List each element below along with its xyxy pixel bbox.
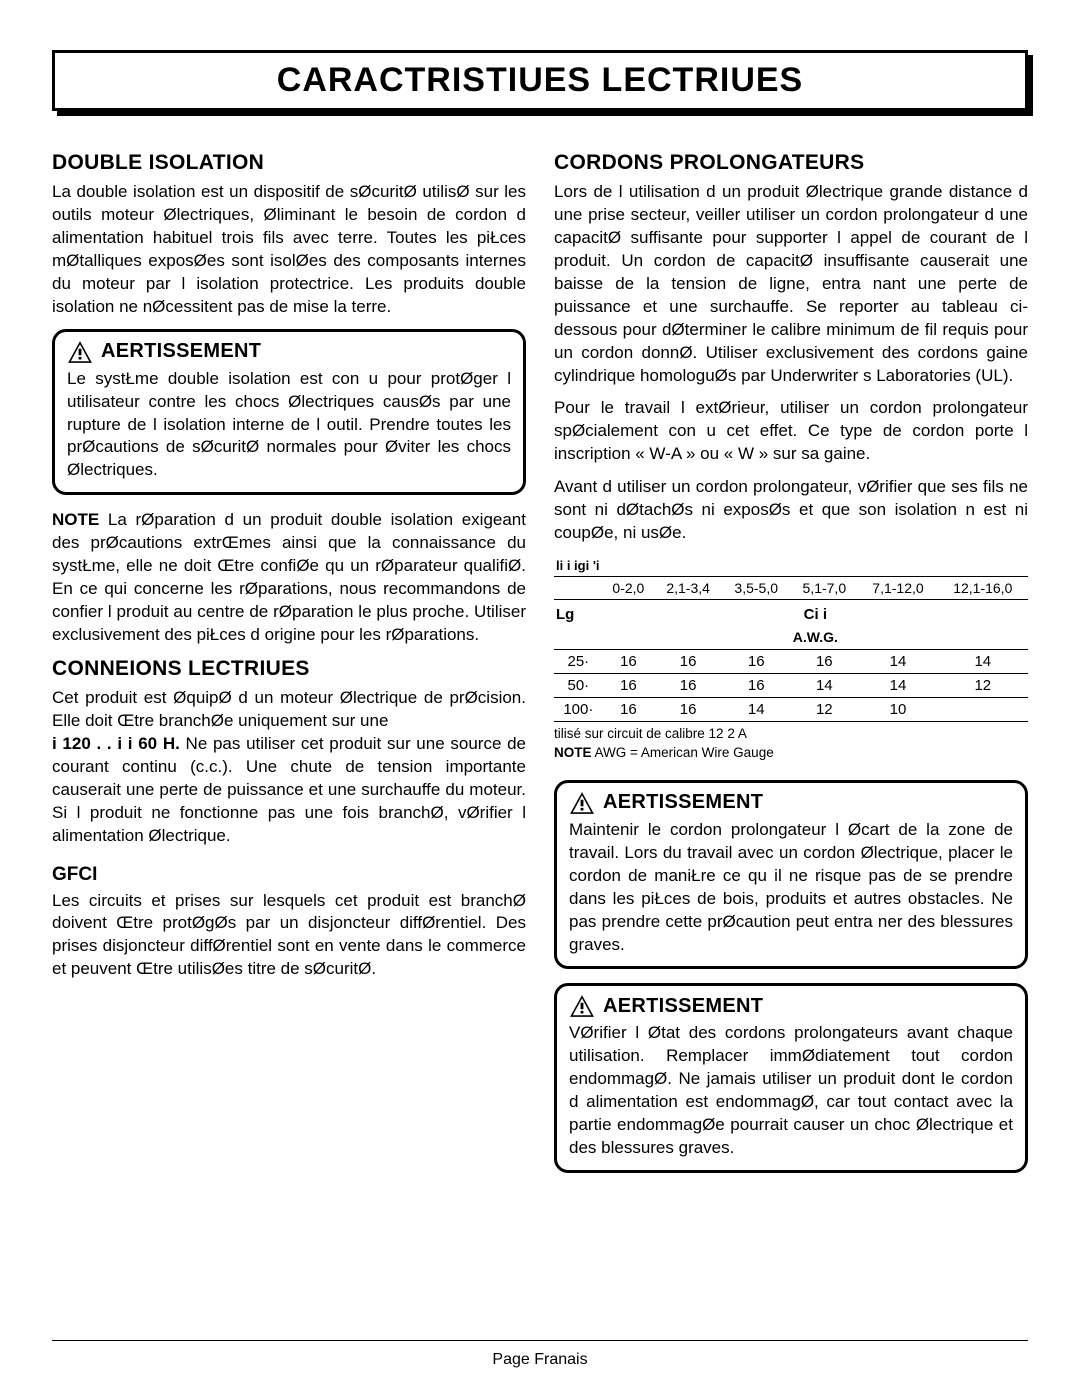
- para-double-isolation: La double isolation est un dispositif de…: [52, 181, 526, 319]
- table-cell: 14: [790, 674, 858, 698]
- table-cell: 25·: [554, 650, 603, 674]
- warning-body: VØrifier l Øtat des cordons prolongateur…: [569, 1022, 1013, 1160]
- table-row: A.W.G.: [554, 626, 1028, 650]
- para-gfci: Les circuits et prises sur lesquels cet …: [52, 890, 526, 982]
- table-cell: [938, 698, 1028, 722]
- footer-rule: [52, 1340, 1028, 1341]
- table-cell: 16: [722, 674, 790, 698]
- table-footnote-2: NOTE AWG = American Wire Gauge: [554, 745, 1028, 762]
- warning-box-2: AERTISSEMENT Maintenir le cordon prolong…: [554, 780, 1028, 970]
- table-cell: 14: [858, 674, 937, 698]
- left-column: DOUBLE ISOLATION La double isolation est…: [52, 141, 526, 1187]
- warning-label: AERTISSEMENT: [603, 995, 763, 1018]
- table-row: 0-2,0 2,1-3,4 3,5-5,0 5,1-7,0 7,1-12,0 1…: [554, 577, 1028, 600]
- table-cell: 50·: [554, 674, 603, 698]
- note-body: AWG = American Wire Gauge: [592, 745, 774, 760]
- table-cell: 7,1-12,0: [858, 577, 937, 600]
- warning-triangle-icon: [569, 994, 595, 1018]
- table-row: 100· 16 16 14 12 10: [554, 698, 1028, 722]
- table-cell: 3,5-5,0: [722, 577, 790, 600]
- heading-connexions: CONNEIONS LECTRIUES: [52, 657, 526, 681]
- table-row: li i igi 'i: [554, 555, 1028, 577]
- table-cell: [554, 626, 603, 650]
- table-cell: 5,1-7,0: [790, 577, 858, 600]
- table-cell: 16: [722, 650, 790, 674]
- table-row: 50· 16 16 16 14 14 12: [554, 674, 1028, 698]
- note-label: NOTE: [52, 510, 99, 529]
- note-label: NOTE: [554, 745, 592, 760]
- warning-header: AERTISSEMENT: [67, 340, 511, 364]
- warning-box-1: AERTISSEMENT Le systŁme double isolation…: [52, 329, 526, 496]
- heading-double-isolation: DOUBLE ISOLATION: [52, 151, 526, 175]
- warning-triangle-icon: [67, 340, 93, 364]
- table-cell: 12,1-16,0: [938, 577, 1028, 600]
- table-cell: 10: [858, 698, 937, 722]
- page-title: CARACTRISTIUES LECTRIUES: [55, 61, 1025, 100]
- two-column-layout: DOUBLE ISOLATION La double isolation est…: [52, 141, 1028, 1187]
- table-cell-lg: Lg: [554, 600, 603, 627]
- table-cell: 12: [938, 674, 1028, 698]
- para-cordons-2: Pour le travail l extØrieur, utiliser un…: [554, 397, 1028, 466]
- table-cell: 16: [654, 650, 722, 674]
- table-cell: 14: [722, 698, 790, 722]
- table-cell: 16: [603, 674, 654, 698]
- table-row: Lg Ci i: [554, 600, 1028, 627]
- para-cordons-3: Avant d utiliser un cordon prolongateur,…: [554, 476, 1028, 545]
- table-cell: 16: [790, 650, 858, 674]
- table-footnote-1: tilisé sur circuit de calibre 12 2 A: [554, 726, 1028, 743]
- wire-gauge-table: li i igi 'i 0-2,0 2,1-3,4 3,5-5,0 5,1-7,…: [554, 555, 1028, 722]
- table-cell: 0-2,0: [603, 577, 654, 600]
- warning-triangle-icon: [569, 791, 595, 815]
- right-column: CORDONS PROLONGATEURS Lors de l utilisat…: [554, 141, 1028, 1187]
- warning-body: Maintenir le cordon prolongateur l Øcart…: [569, 819, 1013, 957]
- warning-label: AERTISSEMENT: [603, 791, 763, 814]
- page-title-box: CARACTRISTIUES LECTRIUES: [52, 50, 1028, 111]
- table-cell: 14: [858, 650, 937, 674]
- note-body: La rØparation d un produit double isolat…: [52, 510, 526, 644]
- warning-header: AERTISSEMENT: [569, 994, 1013, 1018]
- warning-body: Le systŁme double isolation est con u po…: [67, 368, 511, 483]
- table-header-amp-label: li i igi 'i: [554, 555, 1028, 577]
- table-cell: 16: [654, 674, 722, 698]
- table-cell: 2,1-3,4: [654, 577, 722, 600]
- table-cell: 16: [654, 698, 722, 722]
- footer-text: Page Franais: [492, 1351, 587, 1368]
- table-cell: [554, 577, 603, 600]
- heading-cordons: CORDONS PROLONGATEURS: [554, 151, 1028, 175]
- para-connexions: Cet produit est ØquipØ d un moteur Ølect…: [52, 687, 526, 848]
- warning-header: AERTISSEMENT: [569, 791, 1013, 815]
- table-cell: 16: [603, 650, 654, 674]
- table-cell: 16: [603, 698, 654, 722]
- conn-intro: Cet produit est ØquipØ d un moteur Ølect…: [52, 688, 526, 730]
- warning-label: AERTISSEMENT: [101, 340, 261, 363]
- table-cell: 12: [790, 698, 858, 722]
- table-cell: 14: [938, 650, 1028, 674]
- warning-box-3: AERTISSEMENT VØrifier l Øtat des cordons…: [554, 983, 1028, 1173]
- heading-gfci: GFCI: [52, 864, 526, 886]
- table-cell-awg: A.W.G.: [603, 626, 1028, 650]
- note-paragraph: NOTE La rØparation d un produit double i…: [52, 509, 526, 647]
- table-cell: 100·: [554, 698, 603, 722]
- table-row: 25· 16 16 16 16 14 14: [554, 650, 1028, 674]
- para-cordons-1: Lors de l utilisation d un produit Ølect…: [554, 181, 1028, 387]
- page-footer: Page Franais: [0, 1340, 1080, 1369]
- conn-voltage: i 120 . . i i 60 H.: [52, 734, 180, 753]
- table-cell-ci: Ci i: [603, 600, 1028, 627]
